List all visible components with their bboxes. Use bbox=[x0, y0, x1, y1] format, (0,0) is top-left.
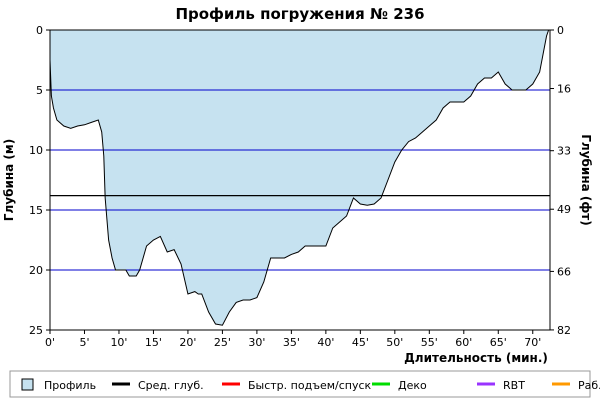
legend-label-1: Сред. глуб. bbox=[138, 379, 204, 392]
chart-title: Профиль погружения № 236 bbox=[175, 5, 424, 23]
y-tick-label-right-82: 82 bbox=[557, 324, 571, 337]
x-tick-label-0: 0' bbox=[45, 336, 55, 349]
x-tick-label-25: 25' bbox=[214, 336, 231, 349]
x-tick-label-35: 35' bbox=[283, 336, 300, 349]
plot-area: 0' 5' 10' 15' 20' 25' 30' 35' 40' 45' 50' 55' 60' 65'… bbox=[29, 24, 571, 349]
x-tick-label-50: 50' bbox=[386, 336, 403, 349]
legend: Профиль Сред. глуб. Быстр. подъем/спуск Дек… bbox=[9, 370, 600, 398]
y-tick-label-left-15: 15 bbox=[29, 204, 43, 217]
x-tick-label-30: 30' bbox=[248, 336, 265, 349]
legend-label-3: Деко bbox=[398, 379, 427, 392]
x-tick-label-55: 55' bbox=[421, 336, 438, 349]
x-tick-label-45: 45' bbox=[352, 336, 369, 349]
y-tick-label-right-33: 33 bbox=[557, 145, 571, 158]
x-tick-label-65: 65' bbox=[490, 336, 507, 349]
y-tick-label-right-0: 0 bbox=[557, 24, 564, 37]
x-tick-label-20: 20' bbox=[179, 336, 196, 349]
x-tick-label-70: 70' bbox=[524, 336, 541, 349]
y-axis-label-left: Глубина (м) bbox=[2, 139, 16, 221]
x-tick-label-10: 10' bbox=[110, 336, 127, 349]
profile-area bbox=[50, 30, 549, 326]
y-axis-label-right: Глубина (фт) bbox=[579, 134, 593, 225]
legend-label-4: RBT bbox=[503, 379, 525, 392]
x-tick-label-40: 40' bbox=[317, 336, 334, 349]
y-tick-label-left-25: 25 bbox=[29, 324, 43, 337]
y-tick-label-left-0: 0 bbox=[36, 24, 43, 37]
x-tick-label-15: 15' bbox=[145, 336, 162, 349]
legend-label-5: Раб. bbox=[578, 379, 600, 392]
profile-line bbox=[49, 29, 550, 326]
y-tick-label-left-20: 20 bbox=[29, 264, 43, 277]
legend-label-profile: Профиль bbox=[44, 379, 96, 392]
legend-label-2: Быстр. подъем/спуск bbox=[248, 379, 372, 392]
y-tick-label-right-16: 16 bbox=[557, 83, 571, 96]
plot-border bbox=[49, 29, 551, 331]
x-axis-label: Длительность (мин.) bbox=[404, 351, 548, 365]
x-tick-label-5: 5' bbox=[79, 336, 89, 349]
y-tick-label-right-49: 49 bbox=[557, 203, 571, 216]
y-tick-label-right-66: 66 bbox=[557, 265, 571, 278]
x-tick-label-60: 60' bbox=[455, 336, 472, 349]
y-tick-label-left-10: 10 bbox=[29, 144, 43, 157]
legend-swatch-profile bbox=[21, 378, 34, 391]
y-tick-label-left-5: 5 bbox=[36, 84, 43, 97]
